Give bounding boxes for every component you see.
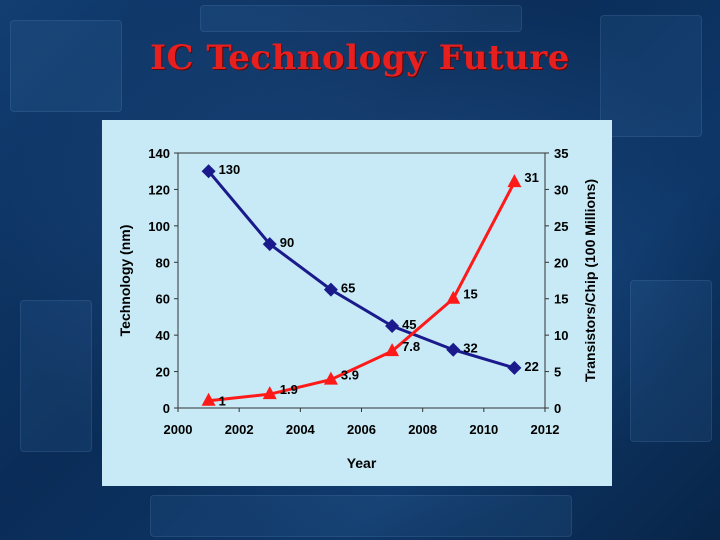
data-label: 130 [219,162,241,177]
slide-title: IC Technology Future [150,38,570,78]
data-label: 31 [524,170,538,185]
y2-axis-label: Transistors/Chip (100 Millions) [582,179,598,382]
x-tick-label: 2008 [408,422,437,437]
data-label: 65 [341,281,355,296]
chart: 0 20 40 60 80 100 120 140 0 5 10 15 20 25 30 35 2000 2002… [117,146,598,471]
data-label: 1.9 [280,382,298,397]
data-point-diamond [507,360,522,375]
data-label: 3.9 [341,368,359,383]
data-point-diamond [262,237,277,252]
x-tick-label: 2004 [286,422,316,437]
y-tick-label: 100 [148,219,170,234]
y-tick-label: 40 [156,328,170,343]
y-tick-label: 60 [156,292,170,307]
data-label: 45 [402,317,416,332]
y-tick-label: 120 [148,182,170,197]
data-label: 1 [219,394,226,409]
data-point-triangle [262,386,277,400]
x-tick-label: 2010 [469,422,498,437]
data-label: 90 [280,235,294,250]
data-label: 7.8 [402,339,420,354]
data-point-triangle [507,174,522,188]
y-tick-label: 140 [148,146,170,161]
data-point-diamond [323,282,338,297]
x-axis-label: Year [347,455,377,471]
data-point-diamond [201,164,216,179]
series-line-1 [207,170,515,370]
data-point-triangle [323,371,338,385]
x-tick-label: 2002 [225,422,254,437]
data-label: 22 [524,359,538,374]
x-tick-label: 2006 [347,422,376,437]
y-axis-label: Technology (nm) [117,225,133,337]
data-label: 32 [463,341,477,356]
y-tick-label: 80 [156,255,170,270]
y-tick-label: 20 [156,365,170,380]
x-tick-label: 2000 [164,422,193,437]
x-tick-label: 2012 [531,422,560,437]
data-point-triangle [385,343,400,357]
series-line-2 [208,181,516,403]
y2-tick-label: 35 [554,146,568,161]
y2-tick-label: 20 [554,255,568,270]
data-point-triangle [201,392,216,406]
data-point-diamond [446,342,461,357]
data-point-triangle [446,290,461,304]
data-point-diamond [385,319,400,334]
chart-panel: 0 20 40 60 80 100 120 140 0 5 10 15 20 25 30 35 2000 2002… [102,120,612,486]
y2-tick-label: 25 [554,219,568,234]
plot-frame [177,152,546,409]
y2-tick-label: 10 [554,328,568,343]
y2-tick-label: 0 [554,401,561,416]
y-tick-label: 0 [163,401,170,416]
y2-tick-label: 15 [554,292,568,307]
y2-tick-label: 30 [554,182,568,197]
data-label: 15 [463,287,477,302]
y2-tick-label: 5 [554,365,561,380]
